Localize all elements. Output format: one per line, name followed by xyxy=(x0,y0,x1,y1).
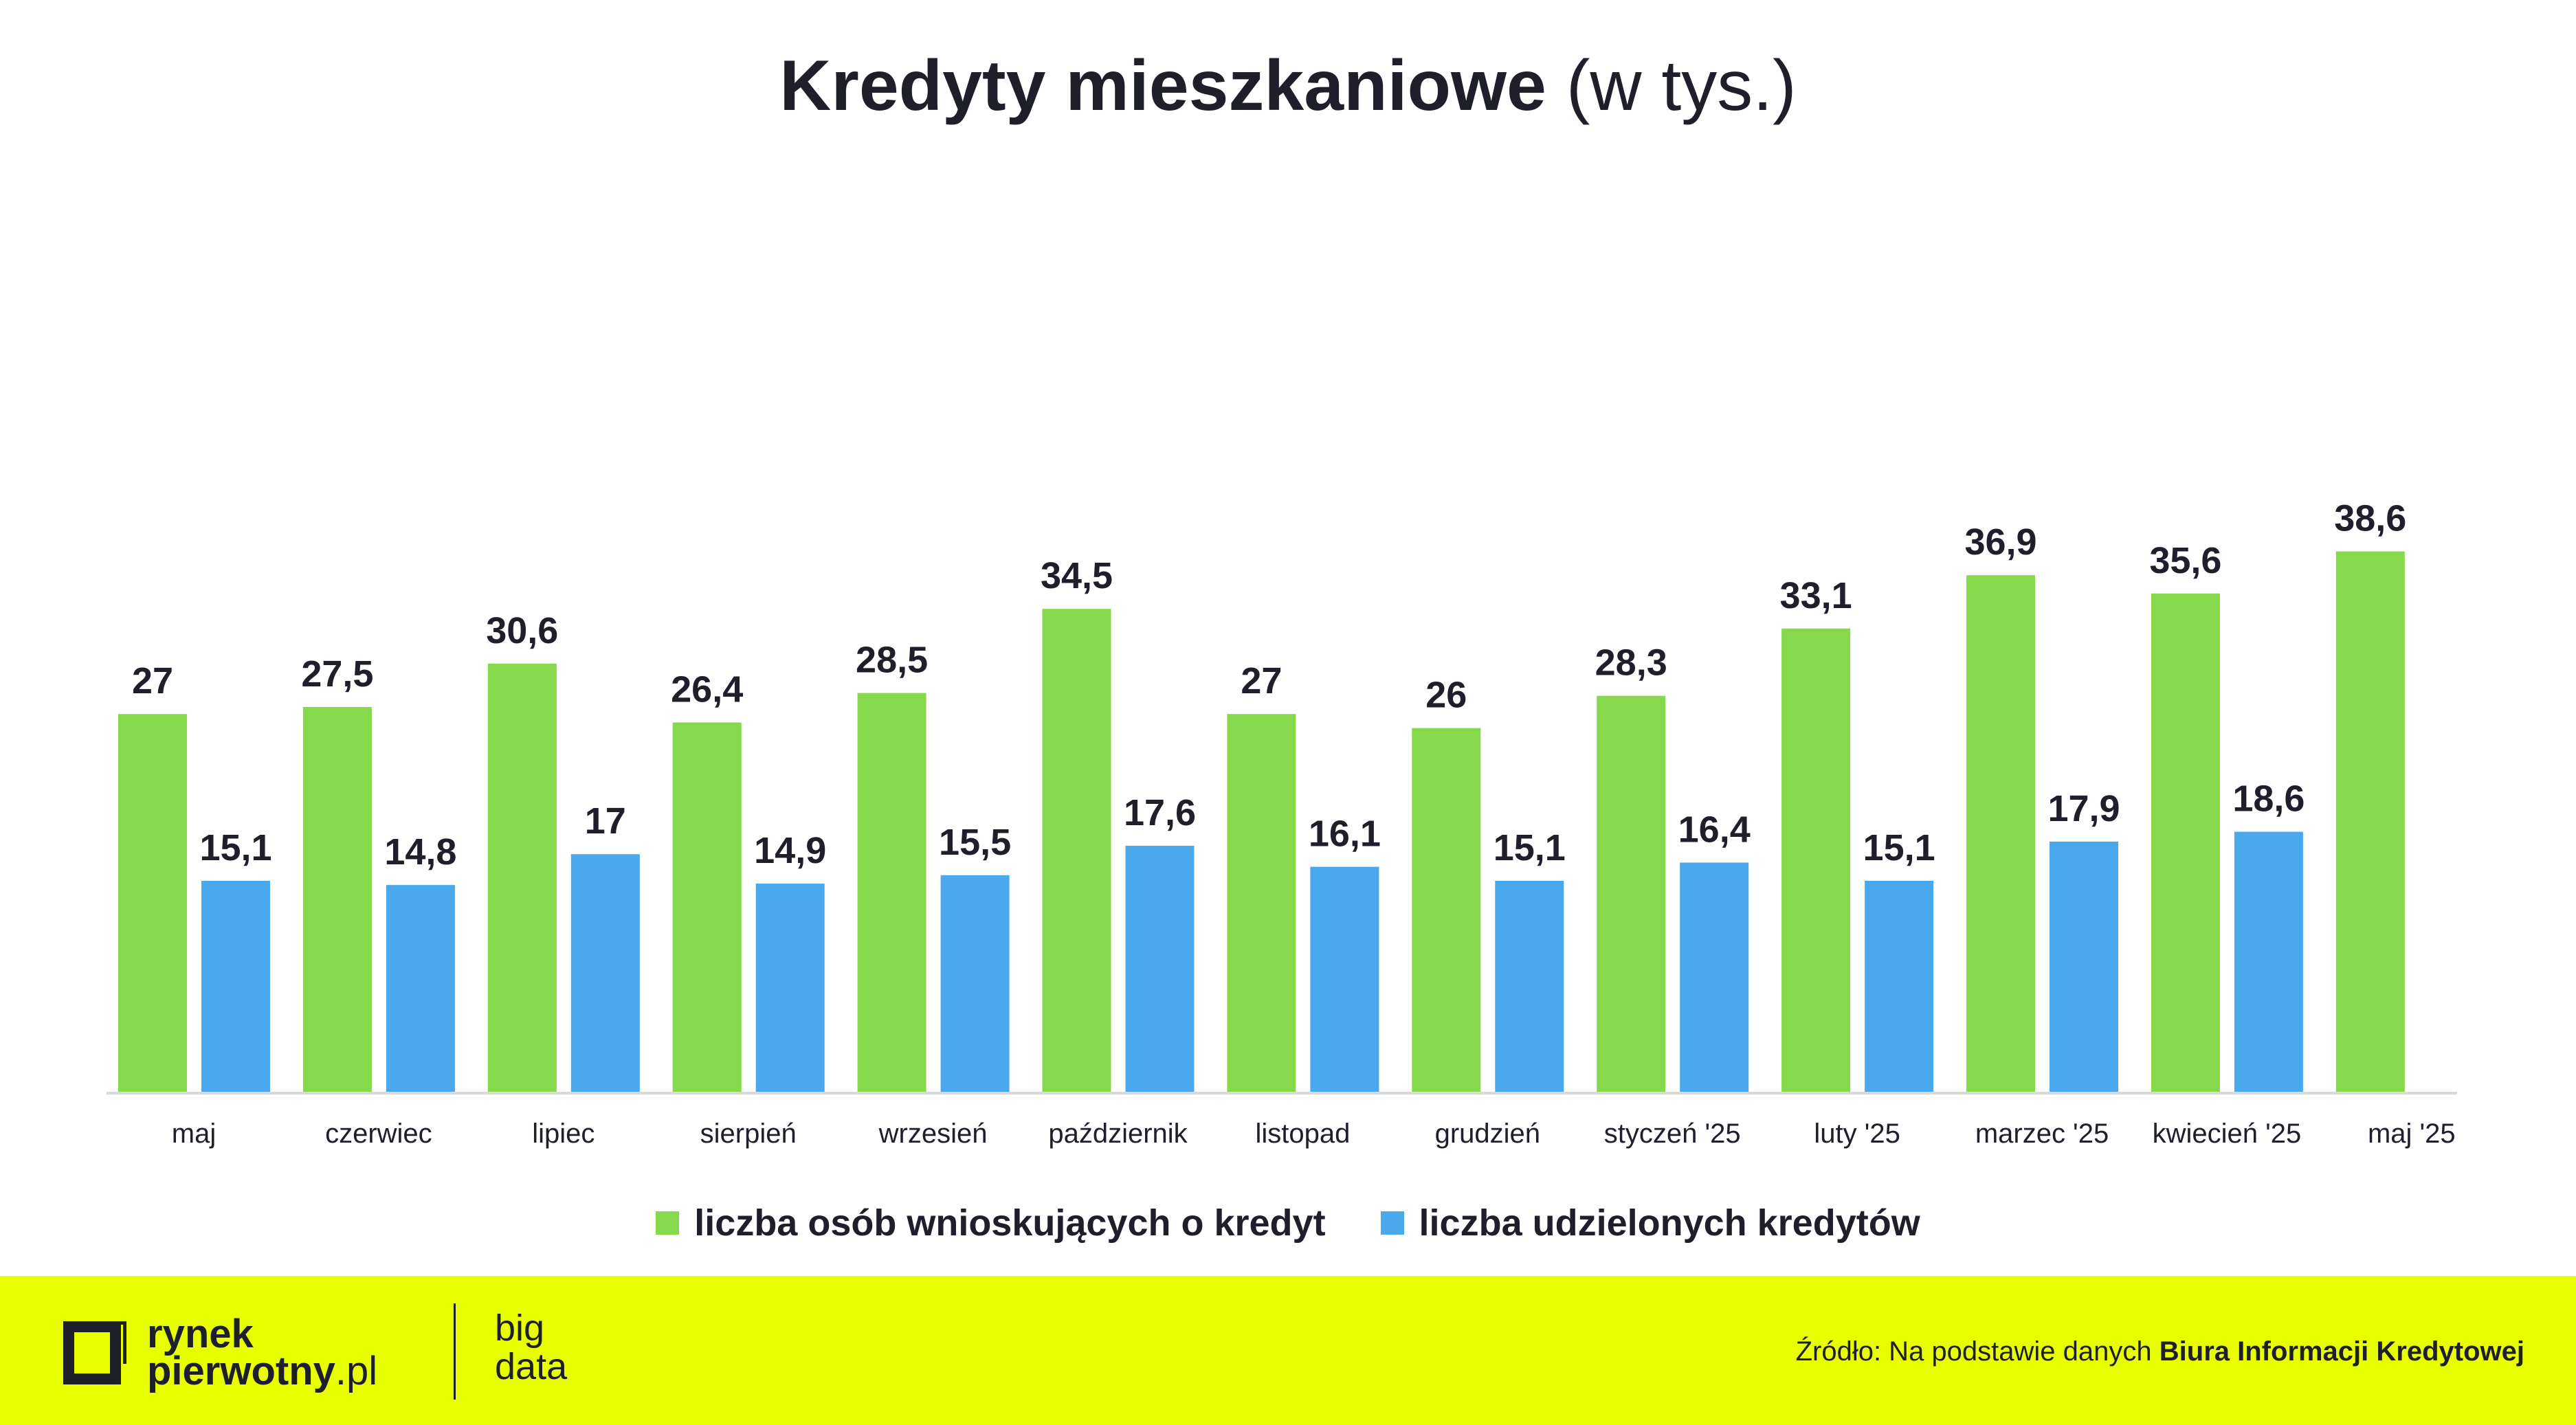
logo-separator xyxy=(454,1303,456,1400)
data-label-granted-9: 15,1 xyxy=(1863,827,1935,868)
data-label-applicants-5: 34,5 xyxy=(1041,555,1113,596)
bar-granted-7 xyxy=(1495,880,1564,1092)
bar-applicants-6 xyxy=(1227,714,1296,1092)
bar-applicants-2 xyxy=(487,663,557,1092)
bar-granted-5 xyxy=(1125,845,1195,1092)
data-label-granted-8: 16,4 xyxy=(1678,809,1751,850)
data-label-applicants-7: 26 xyxy=(1425,675,1467,716)
rynek-pierwotny-logo[interactable]: rynek pierwotny.pl xyxy=(63,1312,377,1394)
data-label-granted-3: 14,9 xyxy=(754,830,826,871)
bar-applicants-0 xyxy=(118,714,187,1092)
big-data-line1: big xyxy=(495,1308,545,1349)
logo-wordmark: rynek pierwotny.pl xyxy=(147,1312,377,1391)
big-data-mark: big data xyxy=(495,1309,567,1386)
data-label-granted-10: 17,9 xyxy=(2047,788,2120,829)
x-tick-label-12: maj '25 xyxy=(2368,1119,2456,1149)
bar-granted-1 xyxy=(386,885,455,1092)
bar-applicants-12 xyxy=(2335,551,2405,1092)
bar-applicants-11 xyxy=(2151,593,2220,1092)
legend-item-granted: liczba udzielonych kredytów xyxy=(1380,1199,1920,1247)
bar-applicants-7 xyxy=(1412,728,1481,1092)
bar-chart: 27 15,1 maj 27,5 14,8 czerwiec 30,6 17 lipiec 26,… xyxy=(107,498,2457,1149)
bar-granted-6 xyxy=(1310,866,1379,1092)
data-label-granted-1: 14,8 xyxy=(384,831,456,873)
bar-granted-4 xyxy=(940,875,1010,1092)
big-data-line2: data xyxy=(495,1346,568,1387)
legend-label-granted: liczba udzielonych kredytów xyxy=(1419,1202,1920,1244)
data-label-applicants-6: 27 xyxy=(1241,660,1282,702)
data-label-granted-2: 17 xyxy=(585,800,626,842)
data-label-applicants-3: 26,4 xyxy=(671,669,743,710)
footer-banner: rynek pierwotny.pl big data Źródło: Na p… xyxy=(0,1276,2576,1425)
logo-line1: rynek xyxy=(147,1312,254,1356)
chart-legend: liczba osób wnioskujących o kredyt liczb… xyxy=(0,1199,2576,1247)
x-tick-label-3: sierpień xyxy=(700,1119,797,1149)
bar-applicants-5 xyxy=(1042,609,1111,1092)
legend-swatch-applicants xyxy=(656,1211,680,1235)
square-frame-logo-icon xyxy=(63,1321,126,1384)
data-label-applicants-8: 28,3 xyxy=(1595,642,1667,684)
bar-applicants-10 xyxy=(1966,575,2035,1092)
x-tick-label-5: październik xyxy=(1048,1119,1188,1149)
logo-line2-suffix: .pl xyxy=(335,1349,378,1393)
x-tick-label-7: grudzień xyxy=(1435,1119,1540,1149)
x-tick-label-8: styczeń '25 xyxy=(1604,1119,1741,1149)
legend-item-applicants: liczba osób wnioskujących o kredyt xyxy=(656,1199,1326,1247)
data-label-granted-6: 16,1 xyxy=(1309,814,1381,855)
logo-line2: pierwotny.pl xyxy=(147,1351,377,1391)
data-label-applicants-1: 27,5 xyxy=(301,653,373,695)
x-tick-label-11: kwiecień '25 xyxy=(2153,1119,2302,1149)
legend-swatch-granted xyxy=(1380,1211,1404,1235)
source-prefix: Źródło: Na podstawie danych xyxy=(1795,1336,2159,1367)
x-tick-label-4: wrzesień xyxy=(878,1119,988,1149)
source-strong: Biura Informacji Kredytowej xyxy=(2159,1336,2524,1367)
bar-applicants-8 xyxy=(1597,695,1666,1092)
bar-granted-11 xyxy=(2234,831,2303,1092)
bar-granted-10 xyxy=(2050,841,2118,1092)
data-label-applicants-0: 27 xyxy=(132,660,173,702)
x-tick-label-6: listopad xyxy=(1255,1119,1350,1149)
bar-granted-3 xyxy=(755,884,825,1092)
bar-applicants-3 xyxy=(672,722,742,1092)
data-label-applicants-2: 30,6 xyxy=(486,610,558,651)
data-label-applicants-12: 38,6 xyxy=(2334,498,2406,539)
source-note: Źródło: Na podstawie danych Biura Inform… xyxy=(1796,1334,2524,1369)
data-label-granted-4: 15,5 xyxy=(939,822,1011,863)
chart-title-unit: (w tys.) xyxy=(1566,46,1797,126)
bars-layer xyxy=(118,551,2405,1092)
bar-granted-2 xyxy=(570,854,640,1092)
chart-title-main: Kredyty mieszkaniowe xyxy=(779,46,1546,126)
legend-label-applicants: liczba osób wnioskujących o kredyt xyxy=(694,1202,1326,1244)
chart-title: Kredyty mieszkaniowe (w tys.) xyxy=(0,41,2576,131)
data-label-granted-0: 15,1 xyxy=(199,827,271,868)
data-label-applicants-10: 36,9 xyxy=(1964,521,2036,563)
data-label-granted-11: 18,6 xyxy=(2232,778,2305,820)
data-label-granted-7: 15,1 xyxy=(1494,827,1566,868)
bar-granted-9 xyxy=(1865,880,1934,1092)
logo-line2-main: pierwotny xyxy=(147,1349,335,1393)
x-tick-label-1: czerwiec xyxy=(325,1119,432,1149)
bar-applicants-1 xyxy=(302,707,372,1092)
x-tick-label-10: marzec '25 xyxy=(1975,1119,2109,1149)
bar-granted-0 xyxy=(201,880,270,1092)
labels-layer: 27 15,1 maj 27,5 14,8 czerwiec 30,6 17 lipiec 26,… xyxy=(132,498,2456,1149)
x-tick-label-0: maj xyxy=(172,1119,216,1149)
data-label-granted-5: 17,6 xyxy=(1124,792,1196,833)
data-label-applicants-11: 35,6 xyxy=(2149,540,2221,581)
x-tick-label-2: lipiec xyxy=(532,1119,595,1149)
data-label-applicants-4: 28,5 xyxy=(856,640,928,681)
bar-applicants-4 xyxy=(857,693,926,1092)
bar-applicants-9 xyxy=(1781,628,1851,1092)
x-tick-label-9: luty '25 xyxy=(1814,1119,1900,1149)
data-label-applicants-9: 33,1 xyxy=(1780,575,1852,616)
bar-granted-8 xyxy=(1680,862,1749,1092)
